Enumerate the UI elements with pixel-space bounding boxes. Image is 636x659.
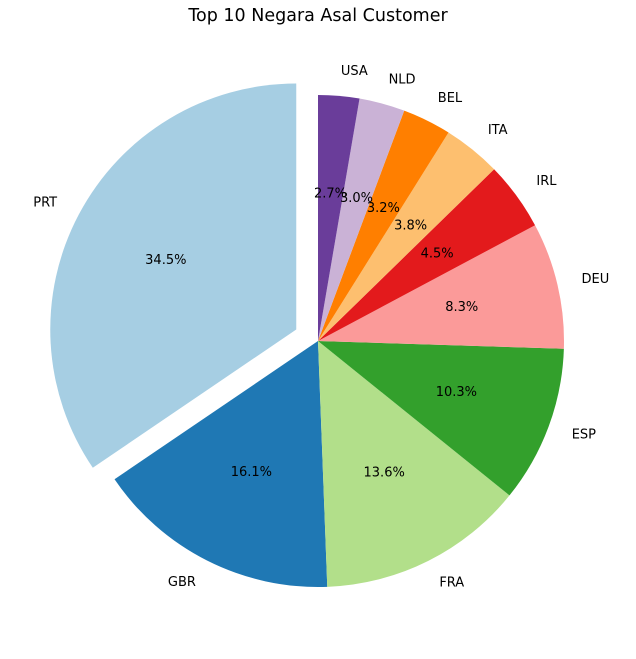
percent-label-nld: 3.0% xyxy=(340,191,373,206)
pie-slices xyxy=(50,83,564,587)
category-label-fra: FRA xyxy=(439,575,464,590)
category-label-bel: BEL xyxy=(438,91,463,106)
slice-fra xyxy=(318,341,510,587)
percent-label-esp: 10.3% xyxy=(436,385,477,400)
category-label-gbr: GBR xyxy=(168,575,196,590)
percent-label-irl: 4.5% xyxy=(421,246,454,261)
slice-deu xyxy=(318,225,564,349)
percent-label-prt: 34.5% xyxy=(145,253,186,268)
percent-label-gbr: 16.1% xyxy=(231,465,272,480)
category-label-deu: DEU xyxy=(582,272,610,287)
category-label-ita: ITA xyxy=(488,123,508,138)
percent-label-deu: 8.3% xyxy=(445,300,478,315)
percent-label-fra: 13.6% xyxy=(364,465,405,480)
chart-title: Top 10 Negara Asal Customer xyxy=(188,6,448,26)
category-label-esp: ESP xyxy=(572,428,596,443)
category-label-prt: PRT xyxy=(33,195,57,210)
category-label-usa: USA xyxy=(341,64,368,79)
slice-usa xyxy=(318,95,360,341)
percent-label-usa: 2.7% xyxy=(314,186,347,201)
percent-label-ita: 3.8% xyxy=(394,219,427,234)
slice-bel xyxy=(318,110,449,341)
slice-prt xyxy=(50,83,297,468)
pie-labels: PRT 34.5% GBR 16.1% FRA 13.6% ESP 10.3% DEU 8.3% I… xyxy=(33,64,609,591)
slice-nld xyxy=(318,98,405,341)
slice-gbr xyxy=(114,341,328,587)
slice-irl xyxy=(318,169,536,341)
percent-label-bel: 3.2% xyxy=(367,201,400,216)
category-label-irl: IRL xyxy=(536,174,557,189)
slice-ita xyxy=(318,132,495,341)
slice-esp xyxy=(318,341,564,496)
category-label-nld: NLD xyxy=(389,72,416,87)
